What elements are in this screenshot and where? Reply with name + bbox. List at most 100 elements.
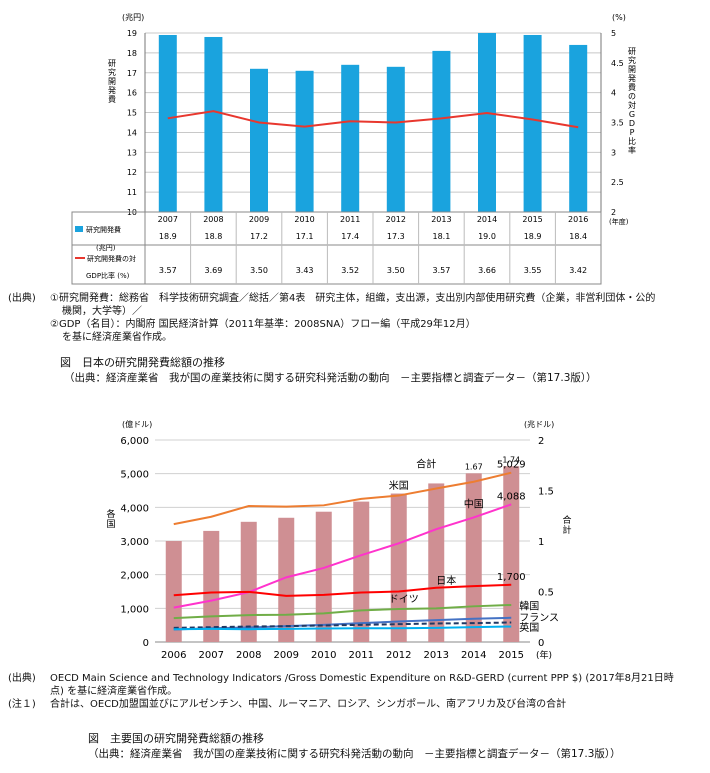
x-tick-label: 2010 bbox=[311, 650, 336, 661]
y2-tick-label: 0.5 bbox=[538, 588, 554, 599]
y-right-label: 開 bbox=[628, 65, 636, 74]
major-countries-rnd-chart: (億ドル) (兆ドル) 各国 合計 0 1,000 2,000 3,000 4,000 5,000… bbox=[106, 419, 571, 661]
y2-tick-label: 1.5 bbox=[538, 487, 554, 498]
x-tick-label: 2006 bbox=[161, 650, 186, 661]
caption-source-1: （出典：経済産業省 我が国の産業技術に関する研究科発活動の動向 －主要指標と調査… bbox=[64, 372, 597, 384]
source-line: 点) を基に経済産業省作成。 bbox=[50, 686, 178, 697]
y-tick-label: 12 bbox=[127, 168, 137, 177]
bar-total bbox=[390, 493, 407, 642]
bar-total bbox=[278, 517, 295, 642]
bar-total bbox=[165, 541, 182, 642]
x-tick-label: 2009 bbox=[249, 215, 269, 224]
series-end-label: 1,700 bbox=[497, 572, 526, 583]
y-right-label: 対 bbox=[628, 100, 636, 110]
series-end-label: 4,088 bbox=[497, 491, 526, 502]
source-line: を基に経済産業省作成。 bbox=[62, 332, 172, 343]
bar-total bbox=[240, 521, 257, 642]
x-tick-label: 2012 bbox=[386, 215, 406, 224]
source-line: ②GDP（名目）：内閣府 国民経済計算（2011年基準：2008SNA）フロー編… bbox=[50, 319, 476, 330]
y2-tick-label: 2 bbox=[538, 436, 544, 447]
note-line: 合計は、OECD加盟国並びにアルゼンチン、中国、ルーマニア、ロシア、シンガポール… bbox=[50, 699, 567, 710]
line-series bbox=[173, 621, 512, 629]
y-tick-label: 11 bbox=[127, 188, 137, 197]
y-tick-label: 5,000 bbox=[120, 470, 149, 481]
bar-rnd bbox=[204, 36, 223, 212]
table-value-ratio: 3.57 bbox=[159, 266, 177, 275]
y2-tick-label: 0 bbox=[538, 638, 544, 649]
source-line: OECD Main Science and Technology Indicat… bbox=[50, 673, 674, 684]
x-tick-label: 2011 bbox=[340, 215, 360, 224]
line-series bbox=[173, 603, 512, 620]
legend-swatch-rnd bbox=[75, 226, 83, 232]
bar-rnd bbox=[295, 70, 314, 213]
series-name-label: 中国 bbox=[464, 497, 484, 510]
total-series-label: 合計 bbox=[416, 457, 436, 470]
x-tick-label: 2013 bbox=[424, 650, 449, 661]
y-left-label: 国 bbox=[106, 519, 115, 530]
bar-total bbox=[315, 511, 332, 642]
y-right-label: 比 bbox=[628, 136, 636, 146]
y-right-unit: (%) bbox=[612, 13, 626, 22]
bar-rnd bbox=[478, 33, 496, 212]
y2-tick-label: 4.5 bbox=[611, 59, 624, 68]
y-tick-label: 18 bbox=[127, 49, 137, 58]
y-right-label: 率 bbox=[628, 145, 636, 155]
y-right-label: の bbox=[628, 92, 636, 101]
bar-rnd bbox=[158, 34, 177, 212]
table-value-ratio: 3.50 bbox=[387, 266, 405, 275]
y-right-label: 計 bbox=[562, 524, 571, 536]
table-value-rnd: 17.3 bbox=[387, 232, 405, 241]
x-tick-label: 2013 bbox=[431, 215, 451, 224]
bar-total bbox=[353, 501, 370, 642]
x-tick-label: 2008 bbox=[236, 650, 261, 661]
series-name-label: 韓国 bbox=[519, 600, 539, 612]
y-left-label: 各 bbox=[106, 508, 115, 520]
table-value-ratio: 3.52 bbox=[341, 266, 359, 275]
bar-total bbox=[203, 530, 220, 642]
japan-rnd-chart: (兆円) (%)研究開発費研究開発費の対GDP比率1011121314151617… bbox=[71, 12, 636, 285]
table-value-rnd: 17.4 bbox=[341, 232, 359, 241]
y-tick-label: 15 bbox=[127, 109, 137, 118]
table-value-rnd: 17.1 bbox=[296, 232, 314, 241]
source-line: 機関，大学等）／ bbox=[62, 306, 142, 317]
bar-rnd bbox=[341, 64, 360, 212]
y-tick-label: 2,000 bbox=[120, 571, 149, 582]
x-unit: (年度) bbox=[609, 217, 629, 226]
table-value-ratio: 3.55 bbox=[524, 266, 542, 275]
x-tick-label: 2015 bbox=[522, 215, 542, 224]
line-series bbox=[173, 471, 512, 526]
source-note-2: (出典) OECD Main Science and Technology Ind… bbox=[8, 672, 708, 711]
bar-total-label: 1.74 bbox=[502, 455, 520, 464]
y-tick-label: 17 bbox=[127, 69, 137, 78]
table-value-ratio: 3.66 bbox=[478, 266, 496, 275]
x-tick-label: 2011 bbox=[349, 650, 374, 661]
table-value-rnd: 19.0 bbox=[478, 232, 496, 241]
y-right-unit: (兆ドル) bbox=[524, 419, 554, 429]
y-left-label: 発 bbox=[108, 86, 116, 95]
y-left-unit: (億ドル) bbox=[122, 419, 152, 429]
source-key: (出典) bbox=[8, 673, 36, 684]
legend-unit-rnd: (兆円) bbox=[96, 243, 116, 252]
bar-rnd bbox=[250, 68, 268, 212]
y-tick-label: 4,000 bbox=[120, 503, 149, 514]
y-left-label: 研 bbox=[108, 59, 116, 68]
table-value-ratio: 3.42 bbox=[569, 266, 587, 275]
series-name-label: 英国 bbox=[519, 621, 539, 634]
y-right-label: D bbox=[629, 119, 635, 128]
line-gdp-ratio bbox=[167, 110, 579, 129]
table-value-rnd: 18.8 bbox=[204, 232, 222, 241]
caption-source-2: （出典：経済産業省 我が国の産業技術に関する研究科発活動の動向 －主要指標と調査… bbox=[88, 748, 621, 760]
y-tick-label: 6,000 bbox=[120, 436, 149, 447]
y-right-label: P bbox=[630, 128, 635, 137]
y2-tick-label: 3 bbox=[611, 148, 616, 157]
line-series bbox=[173, 503, 512, 609]
bar-total bbox=[428, 483, 445, 642]
series-name-label: フランス bbox=[519, 612, 559, 624]
bar-rnd bbox=[432, 50, 451, 213]
y-tick-label: 19 bbox=[127, 29, 137, 38]
table-value-ratio: 3.57 bbox=[432, 266, 450, 275]
bar-total bbox=[503, 466, 520, 642]
line-series bbox=[173, 583, 512, 597]
data-table-border bbox=[71, 211, 602, 285]
x-tick-label: 2007 bbox=[158, 215, 178, 224]
